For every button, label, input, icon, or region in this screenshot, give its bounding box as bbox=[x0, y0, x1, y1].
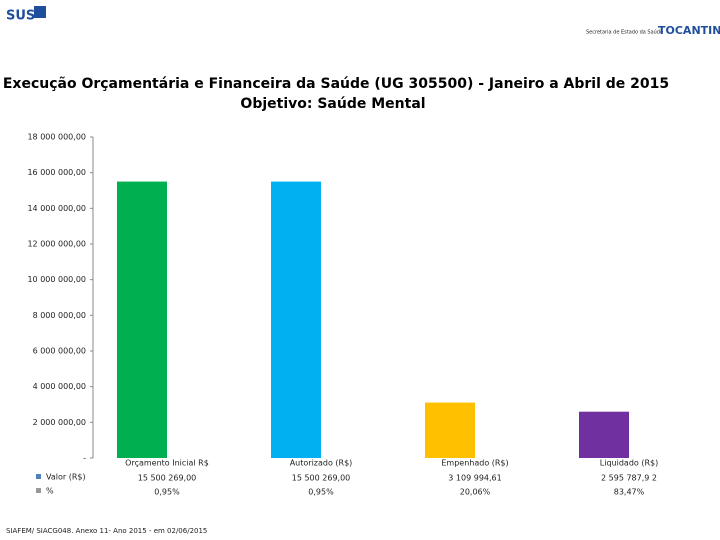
table-cell: 83,47% bbox=[614, 488, 645, 497]
table-cell: 15 500 269,00 bbox=[292, 474, 351, 483]
legend-swatch bbox=[36, 474, 41, 479]
table-cell: 0,95% bbox=[154, 488, 180, 497]
y-tick-label: 12 000 000,00 bbox=[27, 240, 86, 249]
y-tick-label: - bbox=[83, 454, 86, 463]
table-cell: 15 500 269,00 bbox=[138, 474, 197, 483]
x-tick-label: Liquidado (R$) bbox=[600, 459, 658, 468]
table-cell: 0,95% bbox=[308, 488, 334, 497]
x-tick-label: Autorizado (R$) bbox=[290, 459, 353, 468]
bar bbox=[425, 402, 475, 458]
y-tick-label: 2 000 000,00 bbox=[33, 418, 86, 427]
logo-sus: SUS bbox=[6, 9, 35, 24]
agency: Secretaria de Estado da Saúde bbox=[586, 29, 663, 36]
y-tick-label: 10 000 000,00 bbox=[27, 275, 86, 284]
x-tick-label: Empenhado (R$) bbox=[441, 459, 508, 468]
bar bbox=[117, 181, 167, 458]
row-label: % bbox=[46, 487, 54, 496]
logo-tocantins: TOCANTINS bbox=[658, 24, 720, 37]
y-tick-label: 6 000 000,00 bbox=[33, 347, 86, 356]
y-tick-label: 14 000 000,00 bbox=[27, 204, 86, 213]
table-cell: 20,06% bbox=[460, 488, 491, 497]
y-tick-label: 16 000 000,00 bbox=[27, 168, 86, 177]
bar bbox=[579, 411, 629, 458]
chart-subtitle: Objetivo: Saúde Mental bbox=[240, 96, 425, 112]
table-cell: 2 595 787,9 2 bbox=[601, 474, 657, 483]
y-tick-label: 4 000 000,00 bbox=[33, 382, 86, 391]
y-tick-label: 18 000 000,00 bbox=[27, 133, 86, 142]
row-label: Valor (R$) bbox=[46, 473, 86, 482]
legend-swatch bbox=[36, 488, 41, 493]
source: SIAFEM/ SIACG048. Anexo 11- Ano 2015 - e… bbox=[6, 527, 207, 535]
table-cell: 3 109 994,61 bbox=[448, 474, 501, 483]
chart-title: Execução Orçamentária e Financeira da Sa… bbox=[3, 76, 669, 92]
bar bbox=[271, 181, 321, 458]
y-tick-label: 8 000 000,00 bbox=[33, 311, 86, 320]
logo-cross bbox=[34, 6, 46, 18]
x-tick-label: Orçamento Inicial R$ bbox=[125, 459, 209, 468]
